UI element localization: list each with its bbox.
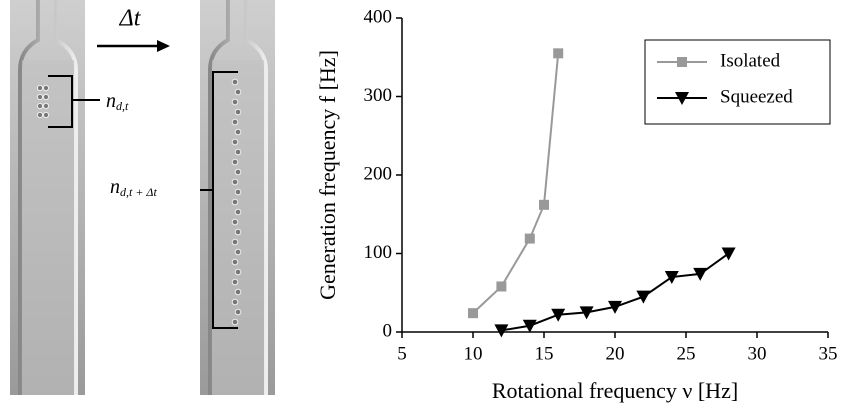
droplet bbox=[234, 248, 242, 256]
legend-box bbox=[644, 39, 831, 125]
droplet bbox=[36, 84, 44, 92]
series-line bbox=[472, 53, 560, 314]
marker bbox=[675, 92, 689, 105]
droplet bbox=[234, 168, 242, 176]
x-tick-label: 30 bbox=[748, 343, 767, 364]
arrow-head bbox=[157, 40, 170, 52]
arrow-label: Δt bbox=[119, 6, 142, 32]
micrograph-before bbox=[10, 0, 85, 395]
marker bbox=[494, 324, 509, 338]
bracket bbox=[48, 75, 100, 128]
droplet bbox=[42, 111, 50, 119]
marker bbox=[553, 48, 564, 59]
droplet bbox=[231, 238, 239, 246]
marker bbox=[496, 281, 507, 292]
droplet bbox=[231, 78, 239, 86]
droplet bbox=[231, 158, 239, 166]
y-tick-label: 400 bbox=[364, 6, 393, 27]
droplet bbox=[234, 108, 242, 116]
droplet bbox=[42, 84, 50, 92]
droplet bbox=[231, 98, 239, 106]
droplet bbox=[234, 148, 242, 156]
marker bbox=[579, 306, 594, 320]
x-tick-label: 15 bbox=[535, 343, 554, 364]
series-line bbox=[501, 252, 730, 332]
droplet bbox=[234, 128, 242, 136]
x-tick-label: 10 bbox=[464, 343, 483, 364]
legend-label: Squeezed bbox=[720, 86, 793, 107]
count-sub: d,t bbox=[116, 99, 129, 113]
droplet bbox=[234, 308, 242, 316]
marker bbox=[636, 290, 651, 304]
y-tick-label: 300 bbox=[364, 85, 393, 106]
marker bbox=[664, 271, 679, 285]
micrograph-after bbox=[200, 0, 275, 395]
marker bbox=[539, 199, 549, 210]
droplet bbox=[231, 298, 239, 306]
droplet bbox=[234, 288, 242, 296]
droplet bbox=[234, 188, 242, 196]
count-label: nd,t + Δt bbox=[110, 176, 157, 199]
droplet bbox=[231, 118, 239, 126]
droplet bbox=[36, 102, 44, 110]
x-axis-title: Rotational frequency ν [Hz] bbox=[492, 378, 738, 403]
x-tick-label: 25 bbox=[677, 343, 696, 364]
droplet bbox=[231, 278, 239, 286]
droplet bbox=[42, 93, 50, 101]
marker bbox=[608, 300, 622, 314]
bracket bbox=[200, 71, 238, 329]
droplet bbox=[231, 318, 239, 326]
droplet bbox=[234, 88, 242, 96]
marker bbox=[468, 308, 478, 319]
y-tick-label: 0 bbox=[383, 320, 393, 341]
droplet bbox=[231, 138, 239, 146]
y-tick-label: 200 bbox=[364, 163, 393, 184]
count-label: nd,t bbox=[106, 90, 129, 113]
droplet bbox=[234, 268, 242, 276]
droplet bbox=[234, 228, 242, 236]
droplet bbox=[231, 178, 239, 186]
droplet bbox=[42, 102, 50, 110]
droplet bbox=[231, 218, 239, 226]
x-tick-label: 35 bbox=[819, 343, 838, 364]
droplet bbox=[36, 111, 44, 119]
y-axis-title: Generation frequency f [Hz] bbox=[315, 50, 340, 300]
marker bbox=[677, 57, 687, 67]
marker bbox=[721, 247, 736, 261]
marker bbox=[551, 308, 566, 322]
droplet bbox=[231, 258, 239, 266]
marker bbox=[524, 233, 535, 244]
droplet bbox=[36, 93, 44, 101]
legend-label: Isolated bbox=[720, 50, 781, 71]
droplet bbox=[231, 198, 239, 206]
marker bbox=[693, 267, 708, 281]
marker bbox=[522, 319, 537, 333]
x-tick-label: 20 bbox=[606, 343, 625, 364]
count-base: n bbox=[110, 176, 120, 198]
y-tick-label: 100 bbox=[364, 242, 393, 263]
x-tick-label: 5 bbox=[397, 343, 407, 364]
droplet bbox=[234, 208, 242, 216]
count-base: n bbox=[106, 90, 116, 112]
count-sub: d,t + Δt bbox=[120, 185, 157, 199]
